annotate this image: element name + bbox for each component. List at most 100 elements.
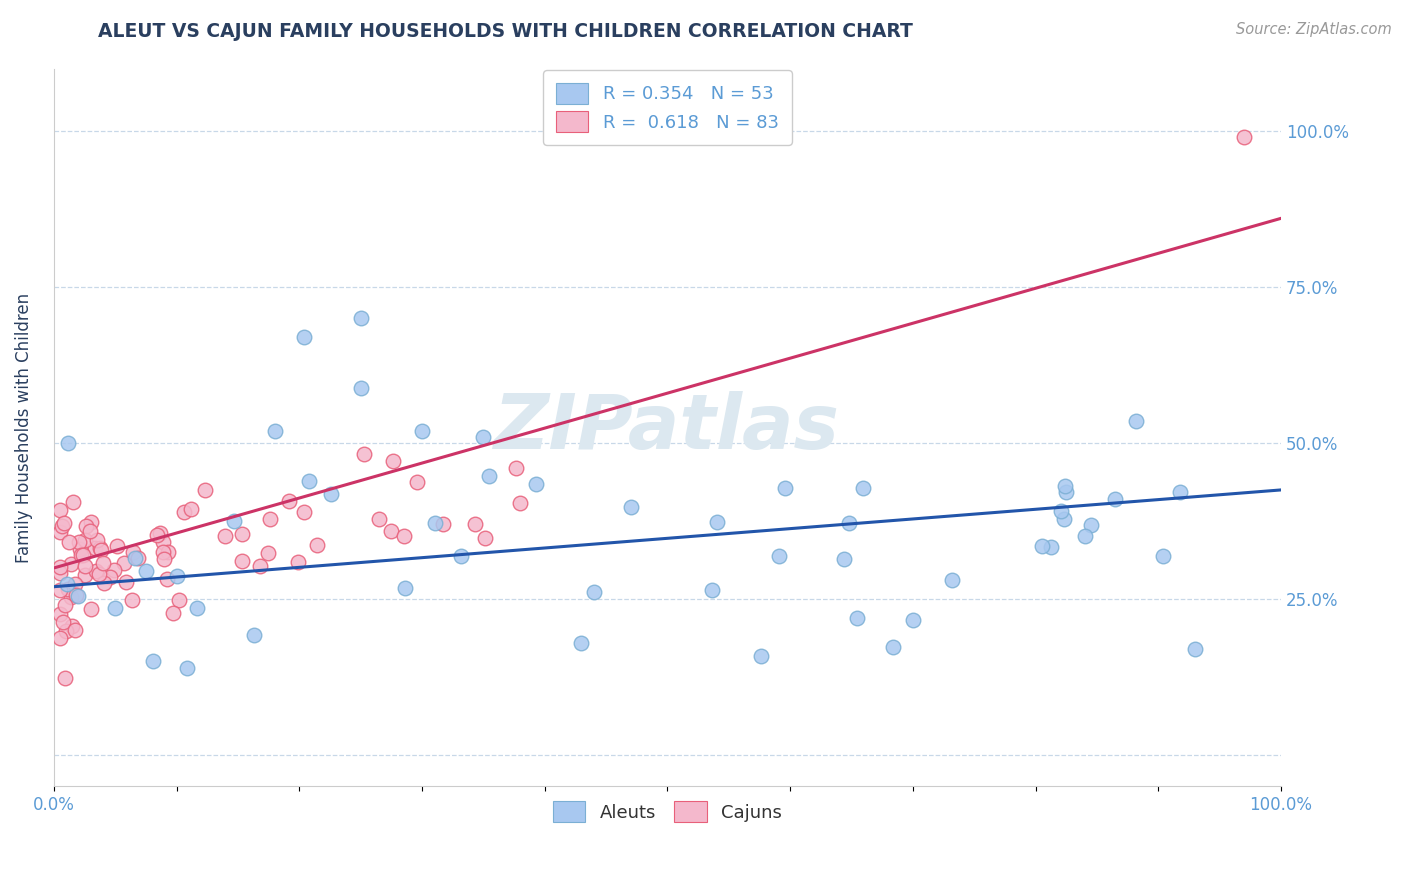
- Point: [768, 549, 790, 564]
- Point: [60, 619, 83, 633]
- Point: [411, 424, 433, 438]
- Point: [104, 601, 127, 615]
- Point: [472, 430, 495, 444]
- Point: [69, 541, 91, 556]
- Point: [382, 454, 405, 468]
- Legend: Aleuts, Cajuns: Aleuts, Cajuns: [540, 789, 794, 835]
- Point: [214, 529, 236, 543]
- Point: [505, 461, 527, 475]
- Point: [53, 599, 76, 613]
- Point: [49, 583, 72, 598]
- Point: [149, 526, 172, 541]
- Point: [156, 545, 179, 559]
- Point: [166, 569, 188, 583]
- Point: [263, 424, 285, 438]
- Point: [49, 631, 72, 645]
- Point: [152, 535, 174, 549]
- Point: [751, 648, 773, 663]
- Point: [86, 533, 108, 548]
- Point: [72, 548, 94, 562]
- Point: [287, 555, 309, 569]
- Point: [84, 564, 107, 578]
- Point: [1031, 539, 1053, 553]
- Point: [901, 613, 924, 627]
- Point: [571, 636, 593, 650]
- Point: [79, 524, 101, 538]
- Point: [176, 661, 198, 675]
- Point: [231, 554, 253, 568]
- Point: [105, 539, 128, 553]
- Text: ALEUT VS CAJUN FAMILY HOUSEHOLDS WITH CHILDREN CORRELATION CHART: ALEUT VS CAJUN FAMILY HOUSEHOLDS WITH CH…: [98, 22, 914, 41]
- Point: [135, 564, 157, 578]
- Point: [60, 590, 83, 604]
- Point: [162, 607, 184, 621]
- Point: [231, 526, 253, 541]
- Point: [79, 602, 101, 616]
- Point: [394, 581, 416, 595]
- Point: [52, 516, 75, 531]
- Point: [852, 482, 875, 496]
- Point: [121, 545, 143, 559]
- Point: [509, 496, 531, 510]
- Point: [846, 611, 869, 625]
- Y-axis label: Family Households with Children: Family Households with Children: [15, 293, 32, 563]
- Point: [353, 447, 375, 461]
- Point: [380, 524, 402, 539]
- Point: [56, 582, 79, 596]
- Point: [277, 493, 299, 508]
- Point: [405, 475, 427, 489]
- Point: [1152, 549, 1174, 563]
- Point: [583, 585, 606, 599]
- Point: [349, 381, 371, 395]
- Point: [292, 330, 315, 344]
- Point: [65, 588, 87, 602]
- Point: [180, 501, 202, 516]
- Point: [87, 566, 110, 581]
- Point: [53, 671, 76, 685]
- Point: [167, 593, 190, 607]
- Point: [474, 531, 496, 545]
- Point: [186, 600, 208, 615]
- Point: [450, 549, 472, 563]
- Point: [620, 500, 643, 514]
- Point: [142, 654, 165, 668]
- Point: [298, 475, 321, 489]
- Point: [112, 556, 135, 570]
- Point: [256, 546, 278, 560]
- Point: [321, 487, 343, 501]
- Point: [56, 577, 79, 591]
- Point: [49, 566, 72, 580]
- Point: [73, 558, 96, 573]
- Point: [51, 519, 73, 533]
- Point: [49, 607, 72, 622]
- Point: [49, 503, 72, 517]
- Point: [67, 534, 90, 549]
- Point: [1184, 642, 1206, 657]
- Point: [478, 468, 501, 483]
- Point: [173, 505, 195, 519]
- Point: [1080, 518, 1102, 533]
- Point: [60, 557, 83, 571]
- Point: [65, 577, 87, 591]
- Point: [392, 529, 415, 543]
- Point: [706, 515, 728, 529]
- Point: [79, 516, 101, 530]
- Point: [52, 615, 75, 629]
- Point: [1168, 484, 1191, 499]
- Point: [56, 436, 79, 450]
- Point: [73, 568, 96, 582]
- Point: [1049, 504, 1071, 518]
- Point: [882, 640, 904, 654]
- Point: [1104, 491, 1126, 506]
- Point: [243, 627, 266, 641]
- Point: [67, 589, 90, 603]
- Point: [49, 525, 72, 540]
- Point: [249, 559, 271, 574]
- Point: [115, 575, 138, 590]
- Point: [124, 551, 146, 566]
- Text: ZIPatlas: ZIPatlas: [495, 391, 841, 465]
- Point: [75, 533, 97, 548]
- Point: [1053, 512, 1076, 526]
- Point: [1233, 130, 1256, 145]
- Point: [91, 556, 114, 570]
